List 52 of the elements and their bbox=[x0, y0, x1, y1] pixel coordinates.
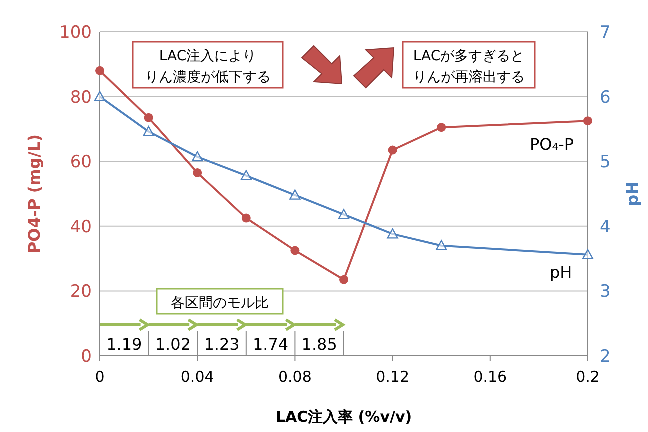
annotation: 1.19 bbox=[106, 335, 142, 354]
point bbox=[340, 275, 348, 284]
y2-tick-label: 5 bbox=[600, 152, 611, 173]
note: LACが多すぎると りんが再溶出する bbox=[402, 41, 536, 89]
y-tick-label: 80 bbox=[70, 88, 92, 108]
x-tick-label: 0.16 bbox=[474, 368, 508, 386]
y-tick-label: 0 bbox=[81, 347, 92, 367]
point bbox=[144, 113, 154, 122]
y-tick-label: 60 bbox=[70, 152, 92, 173]
x-tick-label: 0.08 bbox=[278, 368, 312, 386]
annotation: LAC注入により bbox=[159, 48, 257, 64]
note: 各区間のモル比 bbox=[156, 288, 284, 315]
y-tick-label: 100 bbox=[60, 23, 92, 43]
point bbox=[193, 168, 202, 178]
x-axis-title: LAC注入率 (%v/v) bbox=[276, 408, 412, 426]
note: LAC注入により りん濃度が低下する bbox=[132, 41, 284, 89]
x-tick-label: 0.04 bbox=[180, 368, 214, 386]
point bbox=[96, 66, 104, 76]
point bbox=[436, 240, 448, 250]
annotation: りんが再溶出する bbox=[413, 70, 525, 86]
point bbox=[387, 228, 398, 239]
y2-tick-label: 2 bbox=[600, 347, 611, 367]
point bbox=[584, 116, 592, 126]
point bbox=[240, 170, 252, 180]
point bbox=[388, 146, 398, 155]
y2-tick-label: 7 bbox=[600, 23, 611, 43]
x-tick-label: 0.12 bbox=[376, 368, 410, 386]
annotation: りん濃度が低下する bbox=[145, 70, 271, 86]
y2-tick-label: 6 bbox=[600, 88, 611, 108]
point bbox=[338, 209, 350, 220]
series-label: pH bbox=[550, 263, 572, 282]
annotation: 1.74 bbox=[252, 335, 289, 354]
y-tick-label: 20 bbox=[70, 282, 92, 302]
y2-tick-label: 4 bbox=[600, 217, 611, 238]
y2-tick-label: 3 bbox=[600, 282, 611, 302]
point bbox=[290, 190, 301, 200]
y-tick-label: 40 bbox=[70, 217, 92, 238]
point bbox=[242, 214, 251, 223]
y-axis-title: PO4-P (mg/L) bbox=[25, 134, 44, 254]
annotation: 1.02 bbox=[155, 335, 192, 354]
annotation: LACが多すぎると bbox=[413, 48, 525, 64]
annotation: 各区間のモル比 bbox=[171, 296, 269, 312]
x-tick-label: 0 bbox=[95, 368, 105, 386]
annotation: 1.85 bbox=[302, 335, 338, 354]
y2-axis-title: pH bbox=[623, 182, 642, 206]
point bbox=[290, 246, 300, 256]
point bbox=[192, 151, 204, 162]
x-tick-label: 0.2 bbox=[576, 368, 600, 386]
point bbox=[143, 126, 154, 136]
annotation: 1.23 bbox=[204, 335, 240, 354]
point bbox=[437, 123, 446, 132]
series-label: PO₄-P bbox=[530, 135, 574, 154]
